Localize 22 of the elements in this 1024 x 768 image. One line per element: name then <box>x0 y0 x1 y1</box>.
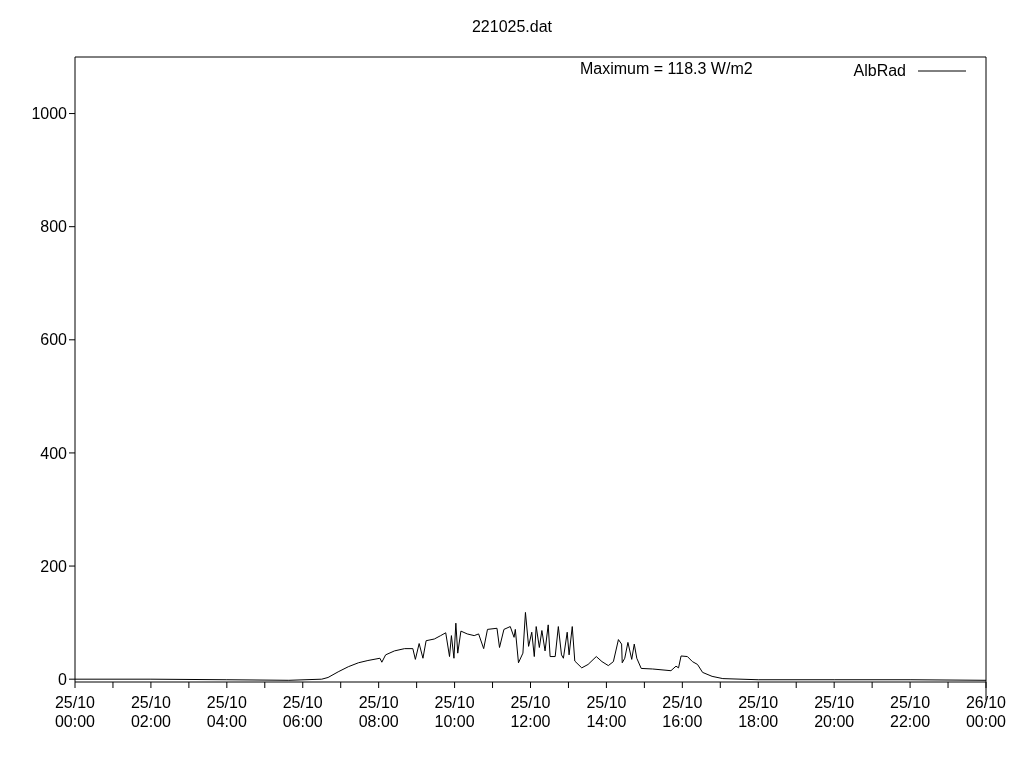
x-tick-label: 25/10 20:00 <box>814 694 855 730</box>
y-tick-label: 0 <box>58 670 68 688</box>
y-tick-label: 800 <box>40 218 68 236</box>
x-tick-label: 26/10 00:00 <box>965 694 1007 730</box>
x-tick-label: 25/10 22:00 <box>890 694 931 730</box>
x-tick-label: 25/10 02:00 <box>130 694 172 730</box>
y-tick-label: 400 <box>40 444 68 462</box>
x-tick-label: 25/10 08:00 <box>358 694 399 730</box>
x-tick-label: 25/10 16:00 <box>662 694 703 730</box>
y-tick-label: 200 <box>40 557 68 575</box>
x-tick-label: 25/10 12:00 <box>510 694 551 730</box>
x-tick-label: 25/10 04:00 <box>206 694 247 730</box>
x-tick-label: 25/10 18:00 <box>738 694 779 730</box>
y-tick-label: 1000 <box>31 105 68 123</box>
chart-title: 221025.dat <box>470 18 554 36</box>
x-tick-label: 25/10 00:00 <box>54 694 96 730</box>
x-tick-label: 25/10 14:00 <box>586 694 627 730</box>
x-tick-label: 25/10 10:00 <box>434 694 475 730</box>
legend-label: AlbRad <box>853 62 906 80</box>
annotation: Maximum = 118.3 W/m2 <box>580 60 753 78</box>
y-tick-label: 600 <box>40 331 68 349</box>
x-tick-label: 25/10 06:00 <box>282 694 323 730</box>
